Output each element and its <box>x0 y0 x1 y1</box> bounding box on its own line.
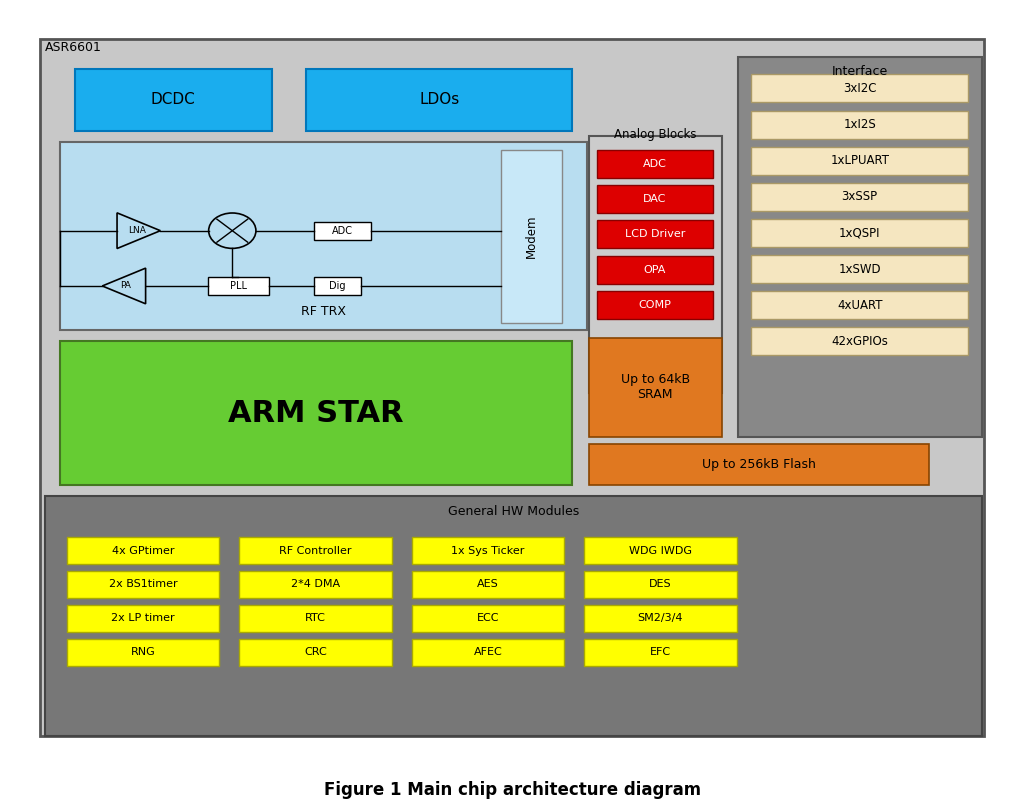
Text: ASR6601: ASR6601 <box>45 40 102 53</box>
Text: LCD Driver: LCD Driver <box>625 229 685 240</box>
FancyBboxPatch shape <box>60 341 573 485</box>
FancyBboxPatch shape <box>75 69 272 131</box>
Text: 2*4 DMA: 2*4 DMA <box>291 579 340 590</box>
Text: CRC: CRC <box>304 647 327 657</box>
Text: RF Controller: RF Controller <box>279 546 352 556</box>
FancyBboxPatch shape <box>589 445 929 485</box>
FancyBboxPatch shape <box>207 277 269 295</box>
FancyBboxPatch shape <box>589 136 722 393</box>
FancyBboxPatch shape <box>738 58 982 437</box>
FancyBboxPatch shape <box>751 110 969 139</box>
Text: 1xQSPI: 1xQSPI <box>839 227 880 240</box>
Text: ARM STAR: ARM STAR <box>228 399 404 428</box>
FancyBboxPatch shape <box>314 222 371 240</box>
Text: AFEC: AFEC <box>474 647 503 657</box>
FancyBboxPatch shape <box>597 256 713 284</box>
Text: COMP: COMP <box>638 301 671 310</box>
FancyBboxPatch shape <box>584 537 737 564</box>
Text: 1xI2S: 1xI2S <box>843 118 876 131</box>
Text: WDG IWDG: WDG IWDG <box>629 546 692 556</box>
Text: Dig: Dig <box>329 281 346 291</box>
Text: DCDC: DCDC <box>151 92 196 108</box>
Text: Interface: Interface <box>832 65 887 78</box>
FancyBboxPatch shape <box>67 605 220 632</box>
Text: Figure 1 Main chip architecture diagram: Figure 1 Main chip architecture diagram <box>324 781 702 799</box>
Text: Up to 64kB
SRAM: Up to 64kB SRAM <box>621 373 689 401</box>
FancyBboxPatch shape <box>67 571 220 598</box>
Text: AES: AES <box>477 579 499 590</box>
Text: ADC: ADC <box>332 226 353 236</box>
FancyBboxPatch shape <box>597 185 713 213</box>
FancyBboxPatch shape <box>306 69 573 131</box>
FancyBboxPatch shape <box>751 183 969 211</box>
FancyBboxPatch shape <box>411 537 564 564</box>
Text: 4x GPtimer: 4x GPtimer <box>112 546 174 556</box>
FancyBboxPatch shape <box>751 75 969 102</box>
Text: PLL: PLL <box>230 281 246 291</box>
FancyBboxPatch shape <box>584 571 737 598</box>
FancyBboxPatch shape <box>751 327 969 356</box>
Text: OPA: OPA <box>643 265 666 275</box>
FancyBboxPatch shape <box>314 277 361 295</box>
Text: DAC: DAC <box>643 194 667 204</box>
Text: 1xSWD: 1xSWD <box>838 262 881 275</box>
FancyBboxPatch shape <box>411 605 564 632</box>
Text: 3xI2C: 3xI2C <box>843 82 876 95</box>
FancyBboxPatch shape <box>751 255 969 283</box>
FancyBboxPatch shape <box>751 219 969 247</box>
FancyBboxPatch shape <box>60 143 587 330</box>
Text: DES: DES <box>648 579 672 590</box>
Text: ADC: ADC <box>643 159 667 168</box>
FancyBboxPatch shape <box>239 605 392 632</box>
Text: 2x LP timer: 2x LP timer <box>112 613 175 624</box>
FancyBboxPatch shape <box>67 537 220 564</box>
FancyBboxPatch shape <box>597 291 713 319</box>
Text: LNA: LNA <box>128 226 146 235</box>
FancyBboxPatch shape <box>584 605 737 632</box>
Text: 2x BS1timer: 2x BS1timer <box>109 579 177 590</box>
FancyBboxPatch shape <box>239 537 392 564</box>
FancyBboxPatch shape <box>67 639 220 666</box>
Text: Up to 256kB Flash: Up to 256kB Flash <box>702 458 816 471</box>
FancyBboxPatch shape <box>501 150 562 323</box>
FancyBboxPatch shape <box>589 338 722 437</box>
FancyBboxPatch shape <box>751 291 969 319</box>
Text: 4xUART: 4xUART <box>837 299 882 312</box>
FancyBboxPatch shape <box>411 571 564 598</box>
FancyBboxPatch shape <box>40 39 984 735</box>
Text: Modem: Modem <box>525 215 539 258</box>
Text: RF TRX: RF TRX <box>301 305 346 318</box>
Text: General HW Modules: General HW Modules <box>448 505 579 518</box>
Text: SM2/3/4: SM2/3/4 <box>637 613 683 624</box>
FancyBboxPatch shape <box>597 150 713 177</box>
Text: RTC: RTC <box>305 613 326 624</box>
Text: ECC: ECC <box>477 613 499 624</box>
Text: 1xLPUART: 1xLPUART <box>830 154 890 167</box>
Text: 3xSSP: 3xSSP <box>841 190 878 203</box>
FancyBboxPatch shape <box>411 639 564 666</box>
Text: LDOs: LDOs <box>419 92 460 108</box>
Text: 42xGPIOs: 42xGPIOs <box>831 335 889 347</box>
Text: Analog Blocks: Analog Blocks <box>614 128 696 141</box>
Text: PA: PA <box>120 281 131 291</box>
FancyBboxPatch shape <box>751 147 969 175</box>
FancyBboxPatch shape <box>239 571 392 598</box>
Text: RNG: RNG <box>130 647 156 657</box>
FancyBboxPatch shape <box>45 496 982 735</box>
FancyBboxPatch shape <box>239 639 392 666</box>
Text: EFC: EFC <box>649 647 671 657</box>
FancyBboxPatch shape <box>597 220 713 249</box>
Text: 1x Sys Ticker: 1x Sys Ticker <box>451 546 524 556</box>
FancyBboxPatch shape <box>584 639 737 666</box>
